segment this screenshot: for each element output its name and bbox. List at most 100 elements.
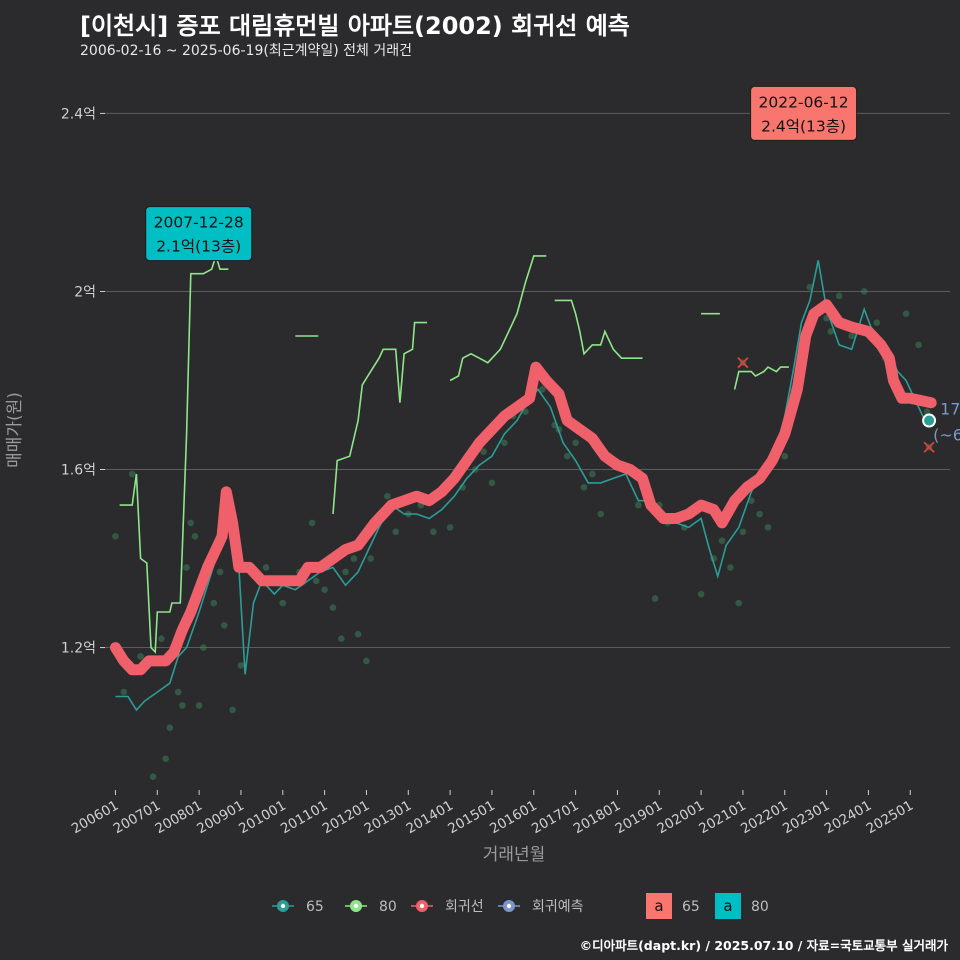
scatter-point [739,528,747,536]
series-80-segment [733,366,789,390]
grid-lines [105,112,950,649]
scatter-point [923,408,931,415]
annotation-box [145,206,253,262]
x-tick-label: 201401 [403,798,456,838]
legend-item-reg: 회귀선 [411,899,484,915]
scatter-point [580,484,588,491]
legend-item-65: 65 [272,899,324,915]
scatter-point [262,564,270,571]
x-tick-label: 201701 [529,798,582,838]
y-tick-label: 1.2억 [61,641,96,657]
legend-label: 80 [379,899,397,915]
x-tick-label: 200901 [194,798,247,838]
forecast-value: 17,070 [940,400,960,419]
scatter-point [112,532,119,540]
legend-box [715,893,741,919]
x-axis-label: 거래년월 [483,845,546,865]
y-tick-label: 2억 [74,284,96,300]
scatter-point [756,510,763,518]
x-tick-label: 202001 [654,798,707,838]
scatter-point [158,635,165,642]
scatter-point [166,724,174,731]
x-axis-ticks: 2006012007012008012009012010012011012012… [69,790,916,837]
series-80-line [119,253,789,654]
x-tick-label: 201301 [362,798,415,838]
legend-label: 회귀예측 [532,899,584,915]
scatter-point [501,439,508,447]
x-tick-label: 201201 [320,798,373,838]
scatter-point [597,510,605,518]
cross-mark [923,441,935,453]
scatter-point [589,470,596,478]
scatter-point [860,288,868,295]
scatter-point [128,470,136,478]
annotation-1: 2022-06-12 2.4억(13층) [750,85,858,141]
legend-dot-center [506,903,512,909]
chart-title: [이천시] 증포 대림휴먼빌 아파트(2002) 회귀선 예측 [80,12,630,40]
x-tick-label: 201801 [571,798,624,838]
scatter-point [210,599,218,607]
annotations: 2007-12-28 2.1억(13층) 2022-06-12 2.4억(13층) [145,85,858,262]
y-tick-label: 1.6억 [61,463,96,479]
scatter-point [120,688,128,696]
x-tick-label: 202301 [780,798,833,838]
scatter-point [338,635,345,642]
scatter-point [902,310,910,318]
annotation-0: 2007-12-28 2.1억(13층) [145,206,253,262]
scatter-point [187,519,195,527]
legend-label: 65 [306,899,324,915]
legend-item-80: 80 [345,899,397,915]
scatter-point [237,662,245,669]
regression-path [110,299,937,676]
scatter-point [635,501,642,509]
legend-item-fc: 회귀예측 [498,899,584,915]
scatter-point [191,532,199,540]
scatter-point [174,688,182,696]
cross-mark [737,357,749,369]
legend-dot-center [353,903,359,909]
forecast-area: (~65㎡) [933,426,960,445]
scatter-point [216,568,224,576]
scatter-point [488,479,496,487]
scatter-point [392,528,400,536]
legend-box [646,893,672,919]
scatter-point [764,524,772,531]
legend-dot-center [280,903,286,909]
scatter-point [149,773,157,780]
chart-subtitle: 2006-02-16 ~ 2025-06-19(최근계약일) 전체 거래건 [80,43,412,59]
legend-item-a80: a 80 [715,893,769,919]
scatter-point [384,492,391,500]
x-tick-label: 202201 [738,798,791,838]
scatter-point [363,657,370,665]
scatter-point [183,564,190,571]
scatter-point [781,452,789,460]
scatter-point [563,452,571,460]
series-80-segment [332,321,428,515]
scatter-point [835,292,843,300]
annotation-date: 2007-12-28 [154,214,244,232]
scatter-point [354,630,362,638]
scatter-point [538,386,546,393]
x-tick-label: 200601 [69,798,122,838]
scatter-point [342,568,349,576]
scatter-point [220,622,228,629]
series-80-segment [119,253,229,654]
x-tick-label: 201601 [487,798,540,838]
x-tick-label: 202401 [822,798,875,838]
y-axis-ticks: 1.2억 1.6억 2억 2.4억 [61,106,105,657]
scatter-point [747,497,755,504]
scatter-point [162,755,169,763]
scatter-point [137,653,144,660]
regression-line [110,299,937,676]
scatter-point [480,448,487,456]
scatter-point [229,706,236,714]
scatter-point [179,702,186,709]
scatter-point [321,586,328,593]
scatter-point [697,590,705,598]
scatter-point [848,332,855,340]
annotation-price: 2.4억(13층) [761,117,846,135]
scatter-point [727,564,734,571]
scatter-point [827,328,835,335]
x-tick-label: 200801 [152,798,205,838]
